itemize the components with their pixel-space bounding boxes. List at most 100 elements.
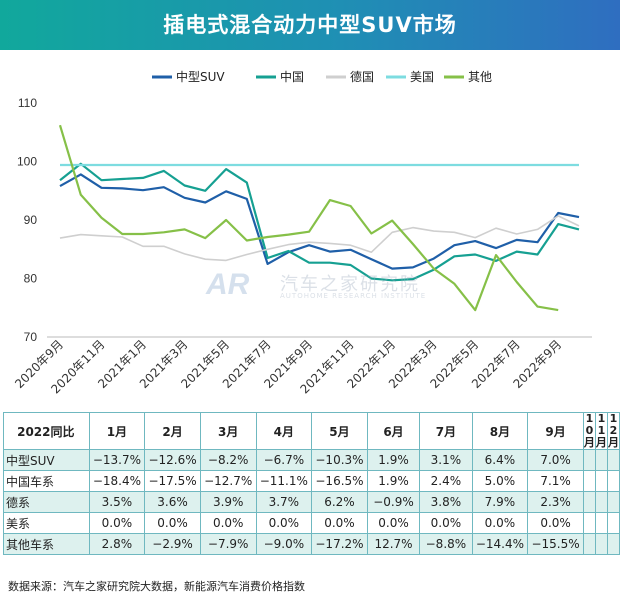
- table-cell-empty: [606, 470, 620, 492]
- table-cell: 0.0%: [527, 512, 584, 534]
- series-line-0: [59, 173, 580, 270]
- y-tick-label: 80: [24, 272, 38, 286]
- table-cell: −12.6%: [144, 449, 201, 471]
- month-header: 2月: [144, 412, 201, 450]
- table-cell: 3.7%: [255, 491, 313, 513]
- series-line-4: [58, 124, 559, 312]
- table-cell: 0.0%: [255, 512, 313, 534]
- chart-title: 插电式混合动力中型SUV市场: [163, 13, 457, 37]
- row-label: 其他车系: [3, 533, 90, 555]
- table-cell-empty: [582, 533, 596, 555]
- table-cell: 12.7%: [366, 533, 421, 555]
- table-cell: 2.8%: [88, 533, 146, 555]
- month-header: 5月: [311, 412, 368, 450]
- y-tick-label: 70: [24, 330, 38, 344]
- series-line-2: [59, 215, 580, 262]
- line-chart: 7080901001102020年9月2020年11月2021年1月2021年3…: [12, 69, 592, 396]
- table-cell-empty: [594, 491, 608, 513]
- legend-label: 中国: [280, 69, 304, 84]
- table-cell: 0.0%: [366, 512, 421, 534]
- table-cell: 0.0%: [199, 512, 257, 534]
- table-cell-empty: [582, 491, 596, 513]
- watermark-logo: AR: [206, 268, 250, 301]
- table-cell: 0.0%: [311, 512, 368, 534]
- y-tick-label: 100: [17, 155, 37, 169]
- table-cell: −14.4%: [471, 533, 529, 555]
- table-cell: −6.7%: [255, 449, 313, 471]
- table-cell: 2.3%: [527, 491, 584, 513]
- legend-label: 德国: [350, 69, 374, 84]
- legend-label: 中型SUV: [176, 69, 225, 84]
- table-cell: 3.9%: [199, 491, 257, 513]
- watermark-en: AUTOHOME RESEARCH INSTITUTE: [280, 292, 427, 300]
- table-cell-empty: [594, 512, 608, 534]
- table-cell-empty: [582, 470, 596, 492]
- table-row: 美系 0.0% 0.0% 0.0% 0.0% 0.0% 0.0% 0.0% 0.0% 0.0%: [3, 512, 620, 534]
- legend-label: 美国: [410, 70, 434, 84]
- table-cell: 0.0%: [419, 512, 473, 534]
- table-cell: 0.0%: [144, 512, 201, 534]
- table-cell: −2.9%: [144, 533, 201, 555]
- table-cell: 1.9%: [366, 470, 421, 492]
- table-cell: −16.5%: [311, 470, 368, 492]
- table-cell: 0.0%: [471, 512, 529, 534]
- data-source: 数据来源：汽车之家研究院大数据，新能源汽车消费价格指数: [8, 580, 305, 593]
- row-label: 德系: [3, 491, 90, 513]
- table-row: 其他车系 2.8% −2.9% −7.9% −9.0% −17.2% 12.7% −8.8% −…: [3, 533, 620, 555]
- table-cell: −18.4%: [88, 470, 146, 492]
- row-label: 中型SUV: [3, 449, 90, 471]
- y-tick-label: 110: [18, 96, 37, 110]
- month-header: 8月: [471, 412, 529, 450]
- month-header: 1月: [88, 412, 146, 450]
- month-header: 7月: [419, 412, 473, 450]
- month-header: 10月: [582, 412, 596, 450]
- table-cell-empty: [606, 491, 620, 513]
- table-cell: −10.3%: [311, 449, 368, 471]
- month-header: 12月: [606, 412, 620, 450]
- table-cell: −15.5%: [527, 533, 584, 555]
- table-cell: 0.0%: [88, 512, 146, 534]
- legend-label: 其他: [468, 70, 492, 84]
- table-cell: 5.0%: [471, 470, 529, 492]
- month-header: 6月: [366, 412, 421, 450]
- table-cell: 1.9%: [366, 449, 421, 471]
- table-header-row: 2022同比 1月 2月 3月 4月 5月 6月 7月 8月 9月 10月 11月 12月: [3, 412, 620, 450]
- month-header: 3月: [199, 412, 257, 450]
- table-cell: −0.9%: [366, 491, 421, 513]
- table-cell: 3.6%: [144, 491, 201, 513]
- table-cell-empty: [606, 449, 620, 471]
- month-header: 4月: [255, 412, 313, 450]
- table-cell: −8.2%: [199, 449, 257, 471]
- table-row: 德系 3.5% 3.6% 3.9% 3.7% 6.2% −0.9% 3.8% 7.9% 2.3%: [3, 491, 620, 513]
- series-line-1: [59, 162, 580, 282]
- table-cell-empty: [594, 533, 608, 555]
- table-cell: −13.7%: [88, 449, 146, 471]
- row-label: 美系: [3, 512, 90, 534]
- table-cell: 6.4%: [471, 449, 529, 471]
- table-cell: 2.4%: [419, 470, 473, 492]
- table-cell-empty: [594, 449, 608, 471]
- table-cell: −7.9%: [199, 533, 257, 555]
- table-cell: 3.1%: [419, 449, 473, 471]
- table-cell-empty: [606, 512, 620, 534]
- table-cell-empty: [594, 470, 608, 492]
- table-corner: 2022同比: [3, 412, 90, 450]
- table-cell: 3.8%: [419, 491, 473, 513]
- month-header: 11月: [594, 412, 608, 450]
- table-cell-empty: [582, 449, 596, 471]
- table-cell: −12.7%: [199, 470, 257, 492]
- watermark-cn: 汽车之家研究院: [280, 274, 420, 295]
- table-cell: −17.2%: [311, 533, 368, 555]
- table-cell: −9.0%: [255, 533, 313, 555]
- table-row: 中国车系 −18.4% −17.5% −12.7% −11.1% −16.5% 1.9% 2.…: [3, 470, 620, 492]
- yoy-table: 2022同比 1月 2月 3月 4月 5月 6月 7月 8月 9月 10月 11月 12月 中型SUV −1…: [3, 412, 620, 555]
- row-label: 中国车系: [3, 470, 90, 492]
- table-row: 中型SUV −13.7% −12.6% −8.2% −6.7% −10.3% 1.9% 3.1…: [3, 449, 620, 471]
- table-cell: 7.9%: [471, 491, 529, 513]
- table-cell: 6.2%: [311, 491, 368, 513]
- table-cell: 7.0%: [527, 449, 584, 471]
- table-cell-empty: [582, 512, 596, 534]
- table-cell: −8.8%: [419, 533, 473, 555]
- table-cell: 7.1%: [527, 470, 584, 492]
- table-cell: −17.5%: [144, 470, 201, 492]
